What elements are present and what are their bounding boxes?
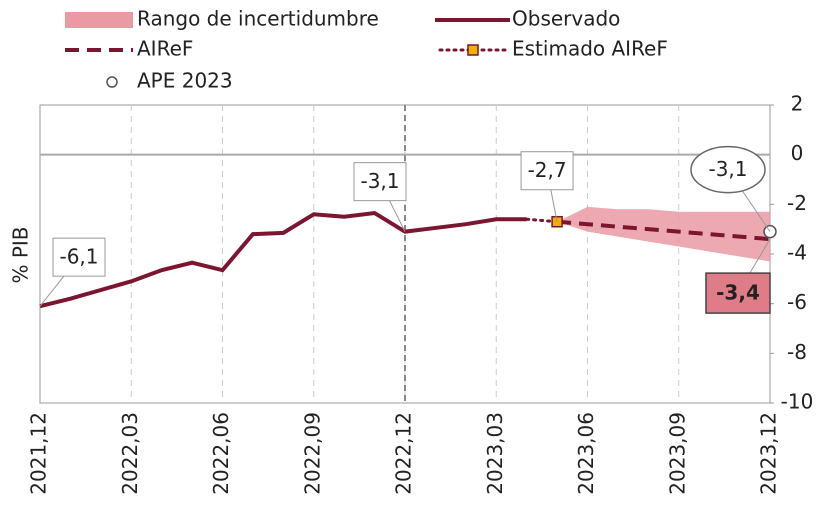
uncertainty-band [557,206,770,262]
y-tick-label: -10 [781,390,814,414]
data-label: -3,1 [360,169,399,193]
y-tick-label: -2 [787,191,807,215]
series-line [39,210,527,309]
label-box [690,145,766,194]
x-tick-label: 2022,03 [118,412,142,495]
y-tick-label: -6 [787,290,807,314]
y-axis-label: % PIB [9,226,33,283]
legend-label: Rango de incertidumbre [137,7,379,31]
x-tick-label: 2022,06 [209,412,233,495]
legend-swatch [106,76,118,88]
y-tick-label: 2 [791,92,804,116]
x-tick-label: 2023,06 [574,412,598,495]
y-tick-label: -8 [787,340,807,364]
series-line [556,219,771,242]
label-box [52,237,106,277]
x-tick-label: 2022,09 [300,412,324,495]
data-label: -6,1 [59,245,98,269]
x-tick-label: 2022,12 [392,412,416,495]
y-tick-label: 0 [791,141,804,165]
legend-swatch [65,12,133,28]
data-label: -3,4 [716,281,760,305]
series-line [525,217,559,224]
y-tick-label: -4 [787,241,807,265]
x-tick-label: 2021,12 [27,412,51,495]
label-box [520,151,574,191]
legend-label: Estimado AIReF [512,37,668,61]
legend-label: APE 2023 [137,69,233,93]
legend-label: Observado [512,7,620,31]
legend-label: AIReF [137,37,193,61]
data-label: -3,1 [708,157,747,181]
label-box [353,162,407,202]
x-tick-label: 2023,03 [483,412,507,495]
legend-marker [467,44,479,56]
data-label: -2,7 [528,158,567,182]
x-tick-label: 2023,12 [757,412,781,495]
x-tick-label: 2023,09 [665,412,689,495]
label-box [705,272,771,314]
